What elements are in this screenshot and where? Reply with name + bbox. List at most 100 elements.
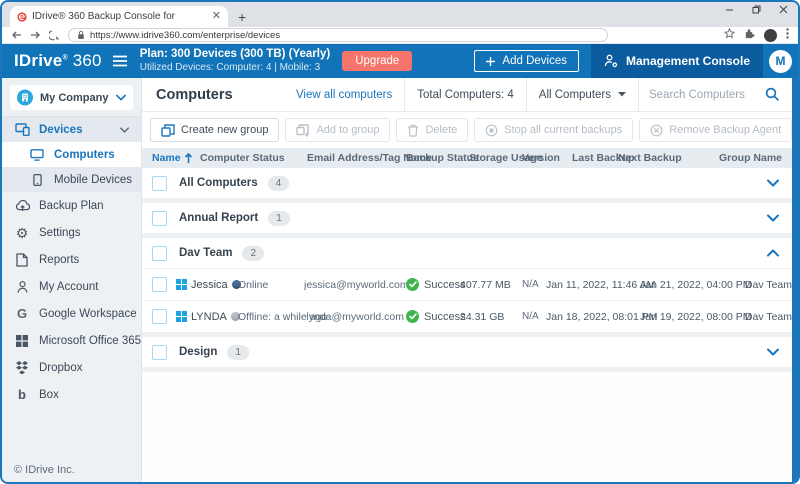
online-status-icon	[231, 280, 241, 289]
column-header-last-backup[interactable]: Last Backup	[572, 152, 635, 164]
upgrade-button[interactable]: Upgrade	[342, 51, 413, 71]
offline-status-icon	[230, 312, 240, 321]
device-version: N/A	[522, 311, 539, 322]
app-header: IDrive® 360 Plan: 300 Devices (300 TB) (…	[2, 44, 798, 78]
chevron-down-icon	[120, 126, 129, 134]
console-user-icon	[604, 54, 619, 68]
restore-button[interactable]	[752, 5, 761, 17]
column-header-next-backup[interactable]: Next Backup	[618, 152, 682, 164]
minimize-button[interactable]	[725, 5, 734, 17]
hamburger-menu-icon[interactable]	[112, 55, 128, 67]
sidebar-item-box[interactable]: b Box	[2, 381, 141, 408]
column-header-name[interactable]: Name	[152, 152, 193, 164]
forward-icon[interactable]	[30, 30, 41, 40]
sidebar-item-microsoft-office-365[interactable]: Microsoft Office 365	[2, 327, 141, 354]
group-count-badge: 2	[242, 245, 265, 261]
add-devices-button[interactable]: Add Devices	[474, 50, 579, 72]
account-icon	[14, 280, 30, 294]
search-icon[interactable]	[765, 87, 780, 102]
extensions-icon[interactable]	[744, 26, 755, 44]
caret-down-icon	[618, 92, 626, 97]
url-text: https://www.idrive360.com/enterprise/dev…	[90, 29, 281, 41]
column-header-group-name[interactable]: Group Name	[718, 152, 782, 164]
column-header-version[interactable]: Version	[522, 152, 560, 164]
building-icon	[17, 89, 33, 106]
view-all-computers-link[interactable]: View all computers	[295, 88, 393, 101]
group-checkbox[interactable]	[152, 210, 167, 226]
toolbar-new-group-button[interactable]: Create new group	[150, 118, 280, 142]
device-version: N/A	[522, 279, 539, 290]
sidebar-item-computers[interactable]: Computers	[2, 142, 141, 167]
chevron-up-icon[interactable]	[766, 249, 780, 257]
device-name: LYNDA	[191, 310, 227, 323]
group-checkbox[interactable]	[152, 245, 167, 261]
sidebar-item-my-account[interactable]: My Account	[2, 273, 141, 300]
toolbar-delete-button[interactable]: Delete	[396, 118, 469, 142]
new-tab-button[interactable]: +	[238, 9, 247, 25]
device-email: jessica@myworld.com	[304, 278, 409, 291]
sidebar-item-reports[interactable]: Reports	[2, 246, 141, 273]
group-row-annual-report[interactable]: Annual Report 1	[142, 203, 792, 233]
group-checkbox[interactable]	[152, 344, 167, 360]
bookmark-star-icon[interactable]	[723, 26, 736, 44]
device-row-jessica[interactable]: Jessica Online jessica@myworld.com Succe…	[142, 268, 792, 300]
toolbar-add-to-group-button[interactable]: Add to group	[285, 118, 391, 142]
company-selector[interactable]: My Company	[10, 85, 133, 110]
row-spacer	[142, 198, 792, 203]
tab-close-icon[interactable]: ✕	[211, 10, 221, 22]
group-checkbox[interactable]	[152, 175, 167, 191]
chevron-down-icon[interactable]	[766, 179, 780, 187]
sidebar-footer: © IDrive Inc.	[14, 464, 75, 476]
sidebar-item-backup-plan[interactable]: Backup Plan	[2, 192, 141, 219]
reload-icon[interactable]	[49, 29, 60, 41]
plus-icon	[486, 56, 496, 66]
group-row-dav-team[interactable]: Dav Team 2	[142, 238, 792, 268]
main-content: Computers View all computers Total Compu…	[142, 78, 793, 482]
browser-menu-icon[interactable]	[786, 26, 789, 44]
device-table: All Computers 4 Annual Report 1 Dav Team…	[142, 168, 792, 482]
column-header-email-address-tag-name[interactable]: Email Address/Tag Name	[307, 152, 432, 164]
storage-usage: 407.77 MB	[460, 278, 511, 291]
device-group-name: Dav Team	[744, 310, 792, 323]
group-row-design[interactable]: Design 1	[142, 337, 792, 367]
row-spacer	[142, 332, 792, 337]
search-input[interactable]	[649, 88, 757, 101]
browser-tab[interactable]: IDrive® 360 Backup Console for ✕	[10, 6, 228, 27]
sidebar-item-google-workspace[interactable]: G Google Workspace	[2, 300, 141, 327]
column-header-computer-status[interactable]: Computer Status	[200, 152, 285, 164]
column-header-backup-status[interactable]: Backup Status	[406, 152, 479, 164]
group-filter-dropdown[interactable]: All Computers	[527, 89, 638, 101]
table-header: Name Computer Status Email Address/Tag Nam…	[142, 148, 792, 168]
scrollbar[interactable]	[792, 78, 798, 482]
chevron-down-icon[interactable]	[766, 214, 780, 222]
address-bar[interactable]: https://www.idrive360.com/enterprise/dev…	[68, 28, 608, 42]
success-check-icon	[406, 310, 419, 323]
sidebar-item-mobile-devices[interactable]: Mobile Devices	[2, 167, 141, 192]
plan-summary: Plan: 300 Devices (300 TB) (Yearly) Util…	[140, 48, 331, 74]
chevron-down-icon[interactable]	[766, 348, 780, 356]
storage-usage: 24.31 GB	[460, 310, 505, 323]
actions-toolbar: Create new group Add to group Delete Sto…	[142, 112, 793, 148]
toolbar-stop-button[interactable]: Stop all current backups	[474, 118, 634, 142]
group-row-all-computers[interactable]: All Computers 4	[142, 168, 792, 198]
close-button[interactable]	[779, 5, 788, 17]
sidebar-item-dropbox[interactable]: Dropbox	[2, 354, 141, 381]
user-avatar[interactable]: M	[769, 49, 792, 73]
management-console-button[interactable]: Management Console	[590, 44, 763, 78]
sidebar-item-devices[interactable]: Devices	[2, 117, 141, 142]
page-header: Computers View all computers Total Compu…	[142, 78, 792, 112]
device-row-lynda[interactable]: LYNDA Offline: a while ago lynda@myworld…	[142, 300, 792, 332]
remove-agent-icon	[650, 124, 663, 137]
sidebar-item-settings[interactable]: ⚙ Settings	[15, 224, 81, 241]
device-group-name: Dav Team	[744, 278, 792, 291]
browser-profile-avatar[interactable]	[764, 28, 777, 42]
device-checkbox[interactable]	[152, 277, 167, 292]
toolbar-remove-agent-button[interactable]: Remove Backup Agent	[639, 118, 793, 142]
company-label: My Company	[40, 91, 109, 104]
device-checkbox[interactable]	[152, 309, 167, 324]
group-count-badge: 1	[268, 210, 290, 226]
device-name: Jessica	[191, 278, 228, 291]
column-header-storage-usage[interactable]: Storage Usage	[469, 152, 543, 164]
back-icon[interactable]	[11, 30, 22, 40]
backup-status: Success	[424, 278, 466, 291]
